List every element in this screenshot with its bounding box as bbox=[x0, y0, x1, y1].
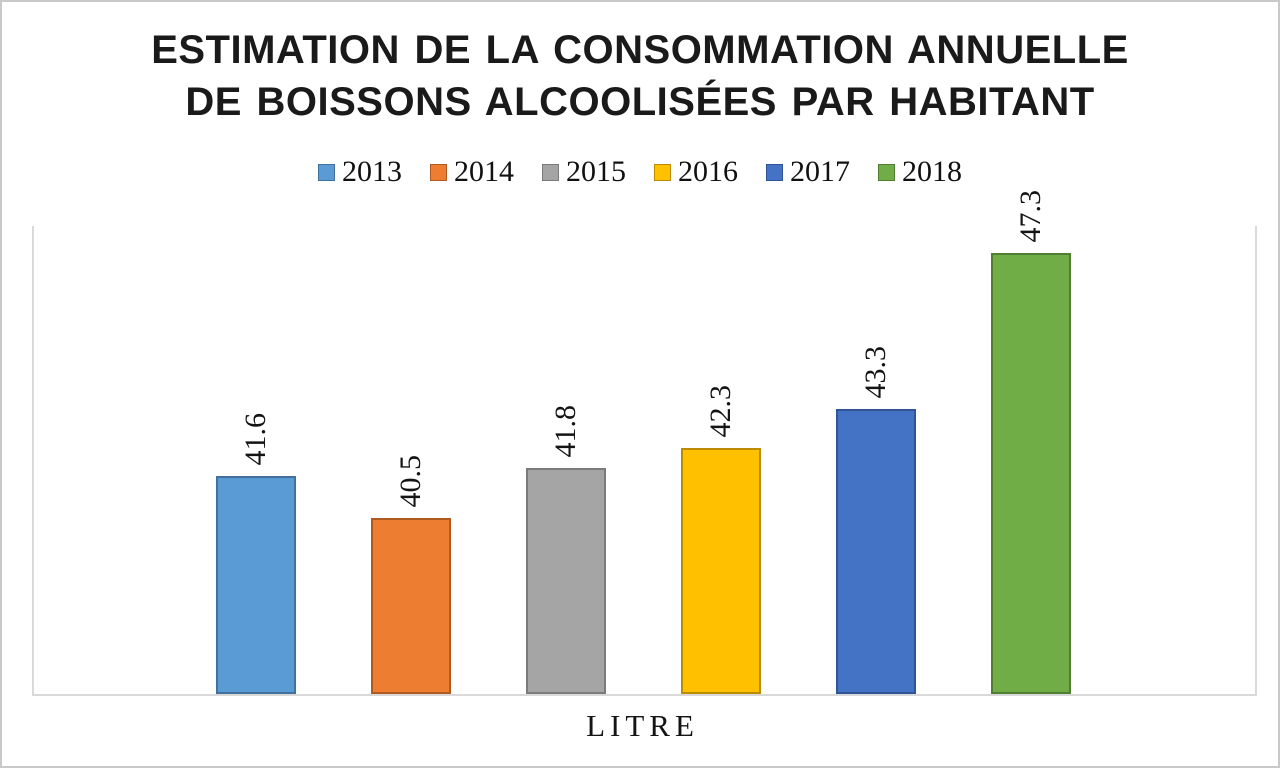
legend-item: 2016 bbox=[654, 157, 738, 187]
legend-swatch-icon bbox=[430, 163, 447, 181]
bar-2018 bbox=[991, 253, 1071, 694]
bar-2013 bbox=[216, 476, 296, 694]
legend-swatch-icon bbox=[318, 163, 335, 181]
legend-item: 2017 bbox=[766, 157, 850, 187]
chart-title: ESTIMATION DE LA CONSOMMATION ANNUELLE D… bbox=[2, 24, 1278, 128]
legend: 2013 2014 2015 2016 2017 2018 bbox=[2, 154, 1278, 190]
legend-swatch-icon bbox=[766, 163, 783, 181]
bar-value-label: 40.5 bbox=[394, 454, 427, 508]
bar-value-label: 41.8 bbox=[549, 404, 582, 458]
legend-item: 2014 bbox=[430, 157, 514, 187]
bar-value-label: 43.3 bbox=[859, 345, 892, 399]
x-axis-title: LITRE bbox=[586, 708, 699, 743]
chart-title-line2: DE BOISSONS ALCOOLISÉES PAR HABITANT bbox=[185, 80, 1095, 124]
legend-item: 2018 bbox=[878, 157, 962, 187]
bar-2017 bbox=[836, 409, 916, 694]
bar-value-label: 41.6 bbox=[239, 412, 272, 466]
bar-2014 bbox=[371, 518, 451, 694]
legend-label: 2017 bbox=[790, 155, 850, 188]
legend-label: 2013 bbox=[342, 155, 402, 188]
bar-value-label: 42.3 bbox=[704, 384, 737, 438]
plot-area: 41.6 40.5 41.8 42.3 43.3 47.3 bbox=[32, 190, 1257, 696]
bar-2016 bbox=[681, 448, 761, 694]
legend-swatch-icon bbox=[654, 163, 671, 181]
legend-swatch-icon bbox=[878, 163, 895, 181]
legend-label: 2015 bbox=[566, 155, 626, 188]
legend-item: 2013 bbox=[318, 157, 402, 187]
legend-swatch-icon bbox=[542, 163, 559, 181]
legend-label: 2014 bbox=[454, 155, 514, 188]
chart-title-line1: ESTIMATION DE LA CONSOMMATION ANNUELLE bbox=[151, 28, 1129, 72]
legend-item: 2015 bbox=[542, 157, 626, 187]
legend-label: 2016 bbox=[678, 155, 738, 188]
bar-value-label: 47.3 bbox=[1014, 189, 1047, 243]
legend-label: 2018 bbox=[902, 155, 962, 188]
bar-2015 bbox=[526, 468, 606, 694]
